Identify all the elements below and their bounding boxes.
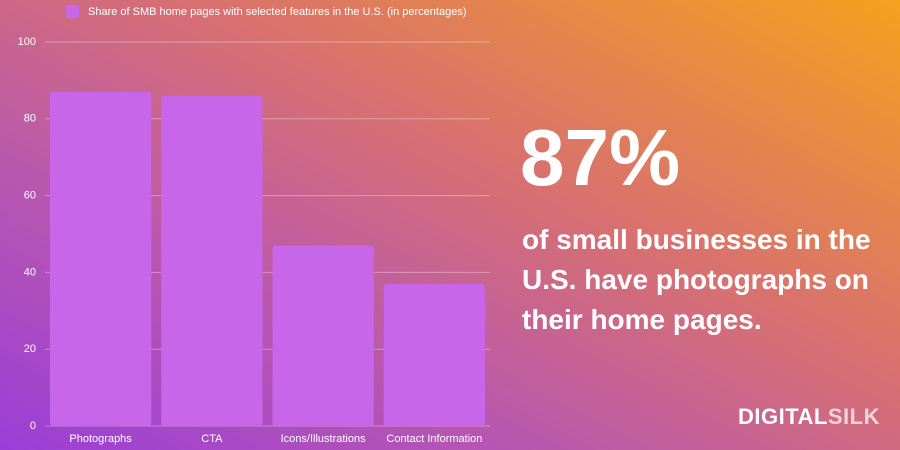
- y-tick-label: 100: [18, 36, 36, 48]
- y-tick-label: 60: [24, 190, 36, 202]
- y-tick-label: 80: [24, 113, 36, 125]
- legend-label: Share of SMB home pages with selected fe…: [88, 6, 466, 18]
- chart: 0 20 40 60 80 100 Share of SMB home pages with…: [18, 5, 485, 445]
- x-tick-label: Icons/Illustrations: [281, 433, 366, 445]
- headline: 87%: [520, 113, 681, 202]
- bar: [383, 283, 485, 426]
- x-tick-label: CTA: [201, 433, 223, 445]
- description-line: of small businesses in the: [522, 224, 871, 255]
- brand-second: SILK: [827, 404, 880, 429]
- brand-logo: DIGITALSILK: [738, 404, 880, 430]
- bar: [161, 95, 263, 426]
- legend-swatch: [66, 5, 79, 18]
- description-line: U.S. have photographs on: [522, 264, 869, 295]
- bar: [272, 245, 374, 426]
- x-tick-label: Contact Information: [386, 433, 482, 445]
- description: of small businesses in the U.S. have phot…: [522, 220, 871, 340]
- bar: [50, 91, 152, 427]
- y-tick-label: 40: [24, 266, 36, 278]
- y-tick-label: 20: [24, 343, 36, 355]
- x-tick-label: Photographs: [69, 433, 132, 445]
- y-tick-label: 0: [30, 420, 36, 432]
- brand-first: DIGITAL: [738, 404, 828, 429]
- description-line: their home pages.: [522, 304, 762, 335]
